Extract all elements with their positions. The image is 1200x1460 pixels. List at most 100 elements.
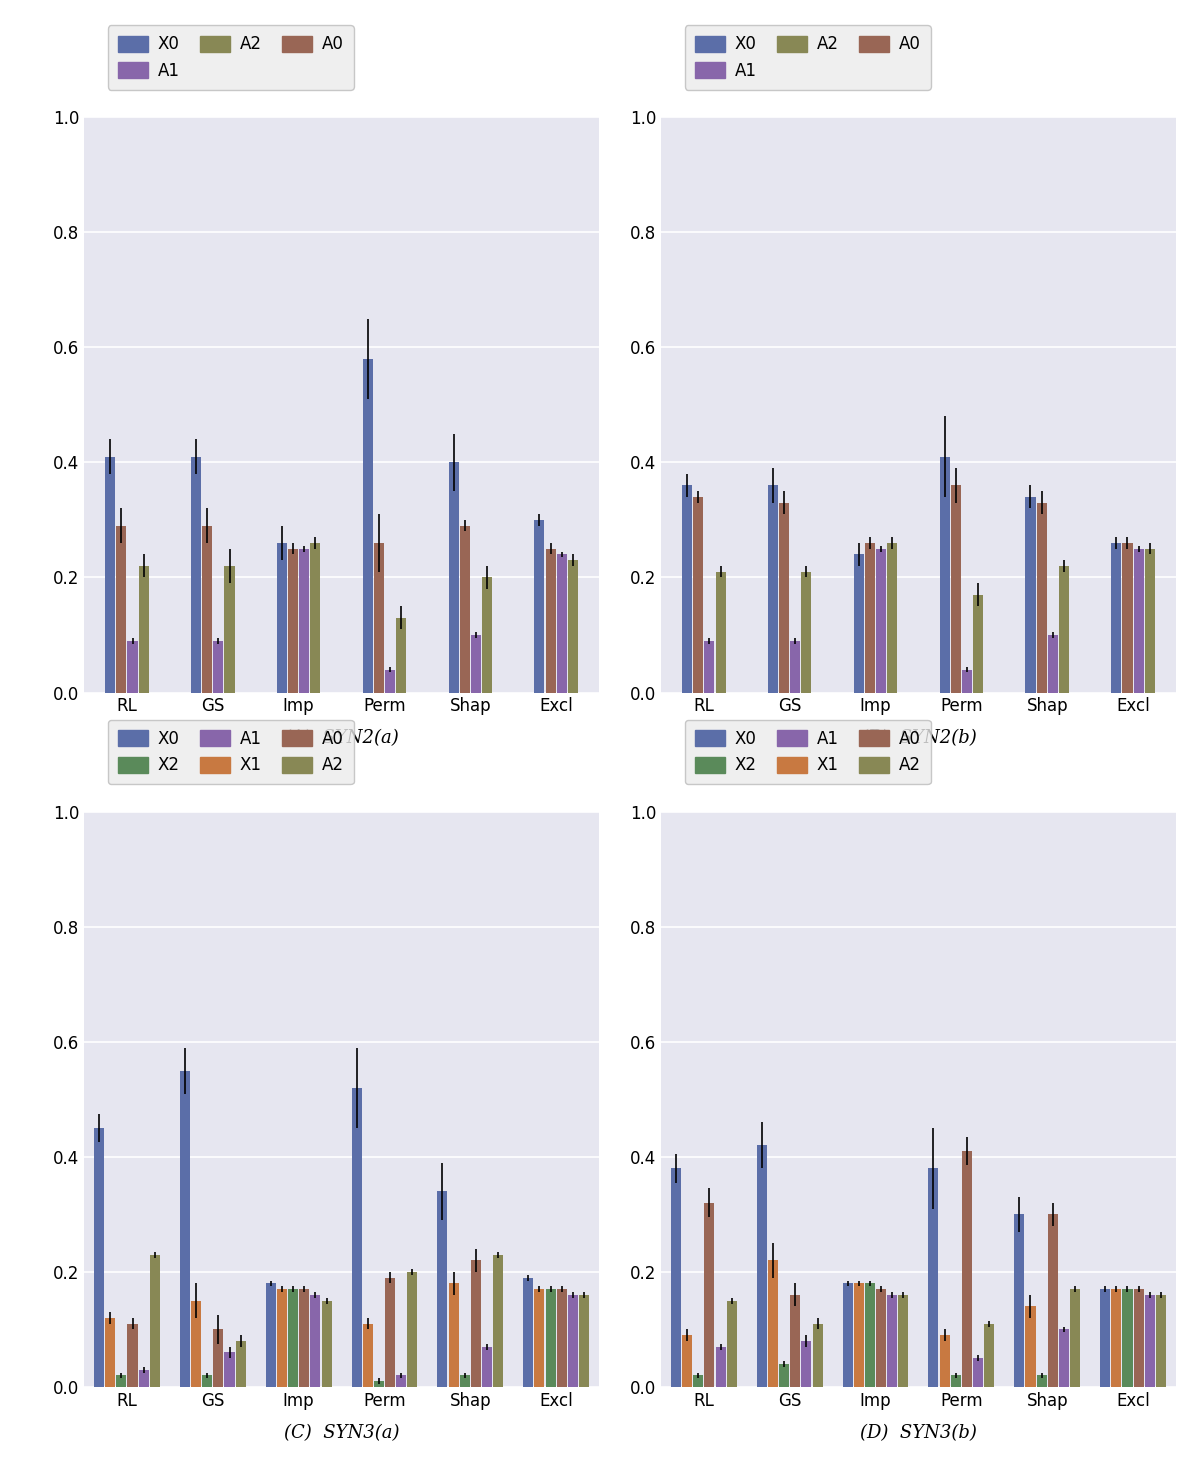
Bar — [396, 618, 407, 692]
Bar — [106, 1318, 115, 1387]
Bar — [940, 1336, 949, 1387]
Bar — [116, 526, 126, 692]
Bar — [449, 463, 458, 692]
Bar — [715, 572, 726, 692]
Bar — [534, 520, 545, 692]
Bar — [116, 1375, 126, 1387]
Bar — [449, 1283, 458, 1387]
Bar — [779, 502, 790, 692]
Bar — [1134, 1289, 1144, 1387]
Bar — [962, 1150, 972, 1387]
Bar — [139, 1369, 149, 1387]
Bar — [482, 1346, 492, 1387]
Bar — [568, 1295, 578, 1387]
Bar — [265, 1283, 276, 1387]
Bar — [311, 1295, 320, 1387]
Bar — [984, 1324, 995, 1387]
Bar — [768, 1260, 778, 1387]
Bar — [299, 549, 310, 692]
Bar — [362, 359, 373, 692]
Bar — [460, 526, 469, 692]
Bar — [929, 1168, 938, 1387]
Bar — [470, 635, 481, 692]
Bar — [1037, 502, 1046, 692]
Bar — [224, 1352, 234, 1387]
Bar — [557, 555, 566, 692]
Bar — [1058, 566, 1069, 692]
Bar — [779, 1364, 790, 1387]
Bar — [362, 1324, 373, 1387]
Bar — [950, 485, 961, 692]
Bar — [191, 457, 202, 692]
Bar — [1048, 635, 1058, 692]
Bar — [950, 1375, 961, 1387]
Bar — [568, 561, 578, 692]
Bar — [1111, 1289, 1121, 1387]
Bar — [876, 1289, 886, 1387]
Bar — [180, 1070, 190, 1387]
Bar — [523, 1278, 533, 1387]
Legend: X0, X2, A1, X1, A0, A2: X0, X2, A1, X1, A0, A2 — [108, 720, 354, 784]
Bar — [482, 578, 492, 692]
Bar — [277, 1289, 287, 1387]
Bar — [802, 572, 811, 692]
Bar — [311, 543, 320, 692]
Bar — [1048, 1215, 1058, 1387]
Bar — [460, 1375, 469, 1387]
Bar — [1145, 549, 1154, 692]
Bar — [546, 1289, 556, 1387]
Bar — [385, 1278, 395, 1387]
Bar — [671, 1168, 680, 1387]
Bar — [1014, 1215, 1025, 1387]
Bar — [322, 1301, 331, 1387]
Bar — [374, 1381, 384, 1387]
Bar — [791, 641, 800, 692]
Bar — [694, 1375, 703, 1387]
Bar — [1122, 1289, 1133, 1387]
Bar — [727, 1301, 737, 1387]
Bar — [1100, 1289, 1110, 1387]
Bar — [1026, 496, 1036, 692]
Bar — [127, 641, 138, 692]
Bar — [299, 1289, 310, 1387]
Bar — [682, 485, 692, 692]
Bar — [214, 641, 223, 692]
Bar — [396, 1375, 407, 1387]
Bar — [407, 1272, 418, 1387]
Bar — [288, 549, 298, 692]
Bar — [973, 1358, 983, 1387]
Bar — [534, 1289, 545, 1387]
X-axis label: (B)  SYN2(b): (B) SYN2(b) — [860, 730, 977, 748]
Bar — [150, 1254, 160, 1387]
Bar — [202, 526, 212, 692]
Bar — [694, 496, 703, 692]
Bar — [853, 1283, 864, 1387]
Bar — [470, 1260, 481, 1387]
Bar — [546, 549, 556, 692]
Bar — [235, 1340, 246, 1387]
X-axis label: (C)  SYN3(a): (C) SYN3(a) — [283, 1424, 400, 1441]
Bar — [842, 1283, 853, 1387]
Bar — [385, 670, 395, 692]
Bar — [1111, 543, 1121, 692]
Bar — [791, 1295, 800, 1387]
Bar — [1134, 549, 1144, 692]
Bar — [1156, 1295, 1166, 1387]
Bar — [580, 1295, 589, 1387]
Bar — [1037, 1375, 1046, 1387]
Bar — [288, 1289, 298, 1387]
Bar — [704, 641, 714, 692]
Bar — [812, 1324, 823, 1387]
Bar — [887, 543, 898, 692]
Bar — [1058, 1330, 1069, 1387]
Bar — [962, 670, 972, 692]
Bar — [876, 549, 886, 692]
Bar — [1070, 1289, 1080, 1387]
Bar — [437, 1191, 448, 1387]
Bar — [277, 543, 287, 692]
Bar — [127, 1324, 138, 1387]
Bar — [493, 1254, 503, 1387]
Bar — [940, 457, 949, 692]
Bar — [191, 1301, 202, 1387]
Bar — [853, 555, 864, 692]
